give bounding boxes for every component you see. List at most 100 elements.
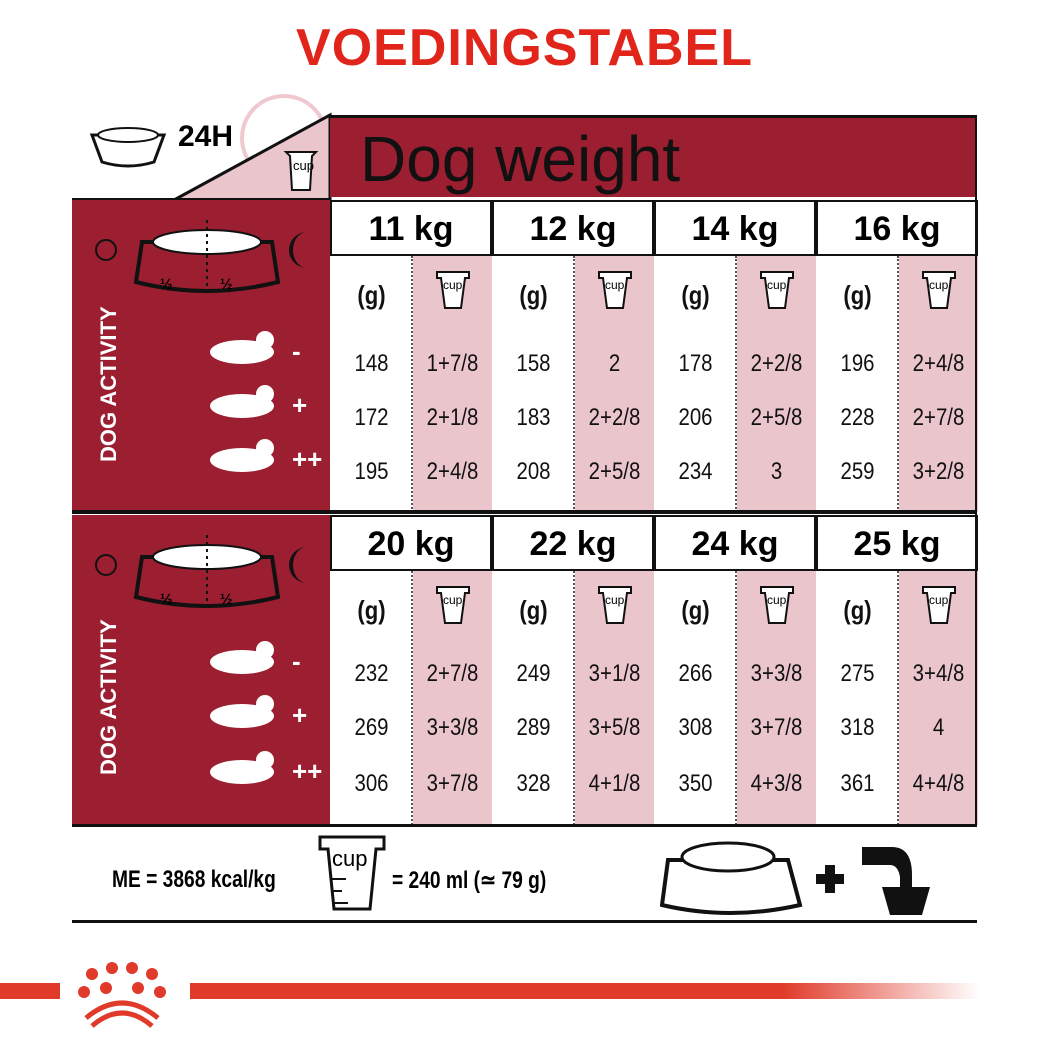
day-night-bowl-icon [95,535,307,611]
cup-equivalent-text: = 240 ml (≃ 79 g) [392,867,547,894]
grams-value: 350 [678,770,713,797]
activity-level: + [292,390,308,420]
cups-value: 3+4/8 [912,660,965,687]
divider [72,510,977,514]
cups-value: 2+7/8 [426,660,479,687]
grams-unit: (g) [843,280,872,310]
grams-value: 178 [678,350,713,377]
grams-value: 158 [516,350,551,377]
grams-value: 206 [678,404,713,431]
cup-icon [922,586,956,624]
cups-value: 4+3/8 [750,770,803,797]
dog-activity-2-icon [210,439,274,472]
grams-value: 183 [516,404,551,431]
cup-icon [598,271,632,309]
grams-value: 228 [840,404,875,431]
grams-value: 249 [516,660,551,687]
grams-unit: (g) [519,280,548,310]
weight-column: 11 kg (g) cup 148 1+7/8 172 2+1/8 195 2+4/… [330,200,492,512]
weight-header: 20 kg [330,515,492,571]
water-tap-icon [862,847,912,887]
activity-level: - [292,336,301,366]
grams-value: 148 [354,350,389,377]
cups-value: 2+4/8 [426,458,479,485]
dog-weight-title: Dog weight [360,123,681,195]
dog-activity-0-icon [210,641,274,674]
weight-header: 16 kg [816,200,978,256]
grams-value: 232 [354,660,389,687]
divider [72,920,977,923]
grams-value: 172 [354,404,389,431]
grams-unit: (g) [357,595,386,625]
grams-value: 275 [840,660,875,687]
grams-value: 361 [840,770,875,797]
royal-canin-logo [78,962,166,1028]
dog-activity-label: DOG ACTIVITY [96,306,121,462]
cup-icon [436,271,470,309]
brand-bar-left [0,983,60,999]
sun-icon [95,554,117,576]
dog-activity-1-icon [210,695,274,728]
food-bowl-icon [133,555,281,608]
food-bowl-icon [89,133,167,168]
cup-label: cup [293,158,314,173]
weight-header: 11 kg [330,200,492,256]
cups-value: 2+7/8 [912,404,965,431]
energy-text: ME = 3868 kcal/kg [112,866,276,893]
dog-activity-label: DOG ACTIVITY [96,619,121,775]
weight-header: 25 kg [816,515,978,571]
cup-icon [436,586,470,624]
dog-activity-1-icon [210,385,274,418]
grams-value: 306 [354,770,389,797]
water-bowl-icon [882,887,930,915]
divider [72,824,977,827]
grams-value: 195 [354,458,389,485]
weight-header: 24 kg [654,515,816,571]
cup-icon [922,271,956,309]
weight-column: 20 kg (g) cup 232 2+7/8 269 3+3/8 306 3+7/… [330,515,492,825]
grams-value: 266 [678,660,713,687]
activity-level: - [292,646,301,676]
cups-value: 3+3/8 [750,660,803,687]
cups-value: 3+2/8 [912,458,965,485]
activity-panel: ½ ½ DOG ACTIVITY - + ++ [72,515,330,825]
cups-value: 2+1/8 [426,404,479,431]
grams-unit: (g) [519,595,548,625]
weight-column: 16 kg (g) cup 196 2+4/8 228 2+7/8 259 3+2/… [816,200,978,512]
grams-value: 289 [516,714,551,741]
cups-value: 4+1/8 [588,770,641,797]
cups-value: 2 [608,350,621,377]
grams-unit: (g) [681,595,710,625]
brand-bar [190,983,980,999]
weight-column: 24 kg (g) cup 266 3+3/8 308 3+7/8 350 4+3/… [654,515,816,825]
cup-icon [598,586,632,624]
cups-value: 4 [932,714,945,741]
weight-column: 22 kg (g) cup 249 3+1/8 289 3+5/8 328 4+1/… [492,515,654,825]
activity-level: ++ [292,756,323,786]
24h-label: 24H [178,120,234,153]
weight-column: 12 kg (g) cup 158 2 183 2+2/8 208 2+5/8 [492,200,654,512]
cups-value: 3+3/8 [426,714,479,741]
moon-icon [289,232,307,268]
cups-value: 2+4/8 [912,350,965,377]
cups-value: 2+5/8 [750,404,803,431]
dog-activity-0-icon [210,331,274,364]
grams-unit: (g) [357,280,386,310]
weight-column: 14 kg (g) cup 178 2+2/8 206 2+5/8 234 3 [654,200,816,512]
activity-level: + [292,700,308,730]
weight-header: 14 kg [654,200,816,256]
day-night-bowl-icon [95,220,307,296]
page-title: VOEDINGSTABEL [296,19,753,77]
cup-label: cup [332,846,368,871]
grams-value: 208 [516,458,551,485]
cups-value: 4+4/8 [912,770,965,797]
grams-value: 308 [678,714,713,741]
weight-header: 22 kg [492,515,654,571]
cups-value: 2+2/8 [750,350,803,377]
cup-icon [760,271,794,309]
activity-level: ++ [292,444,323,474]
grams-value: 328 [516,770,551,797]
weight-header: 12 kg [492,200,654,256]
cups-value: 2+5/8 [588,458,641,485]
grams-unit: (g) [843,595,872,625]
